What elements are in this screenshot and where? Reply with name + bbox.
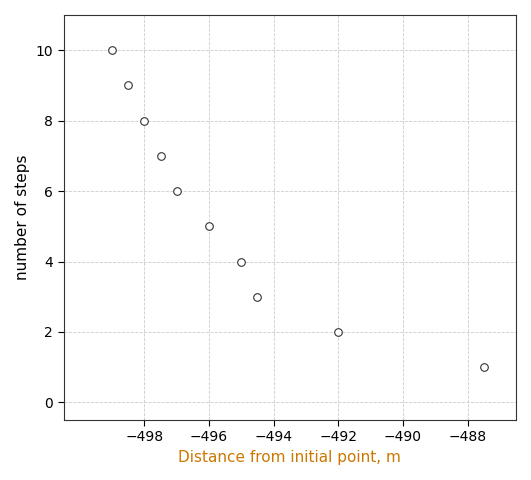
Point (253, 293, 262, 300)
Point (334, 328, 342, 336)
Point (205, 222, 213, 230)
Point (124, 82, 132, 89)
Point (237, 258, 245, 265)
Point (173, 187, 181, 195)
Y-axis label: number of steps: number of steps (15, 155, 30, 280)
Point (108, 47, 116, 54)
Point (140, 117, 149, 124)
Point (156, 152, 165, 160)
X-axis label: Distance from initial point, m: Distance from initial point, m (178, 450, 401, 465)
Point (479, 363, 488, 371)
